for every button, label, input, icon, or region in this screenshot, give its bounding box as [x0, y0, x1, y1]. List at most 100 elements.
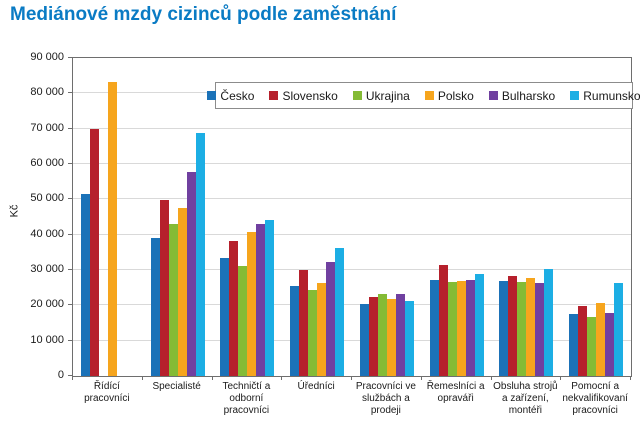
y-tick-label: 30 000 [30, 263, 64, 275]
x-tick-mark [281, 376, 282, 380]
bar [150, 237, 160, 376]
legend-swatch-icon [570, 91, 580, 100]
bar [429, 279, 439, 376]
y-tick-mark [68, 127, 72, 129]
gridline [73, 339, 631, 341]
bar [107, 82, 117, 376]
bar [377, 294, 387, 376]
bar [474, 273, 484, 376]
y-tick-label: 0 [57, 369, 64, 381]
x-tick-mark [560, 376, 561, 380]
bar [438, 264, 448, 376]
bar-group [73, 58, 143, 376]
bar-group [143, 58, 213, 376]
y-tick-label: 50 000 [30, 192, 64, 205]
legend-swatch-icon [207, 91, 217, 100]
x-tick-mark [630, 376, 631, 380]
y-axis-tick-labels: 0 10 000 20 000 30 000 40 000 50 000 60 000 70 … [0, 52, 64, 381]
legend: Česko Slovensko Ukrajina Polsko Bulharsko Rum… [207, 82, 640, 109]
x-category-label: Pomocní a nekvalifikovaní pracovníci [562, 381, 628, 416]
bar [308, 289, 318, 376]
y-tick-mark [68, 269, 72, 270]
x-tick-mark [72, 376, 73, 380]
gridline [73, 198, 631, 200]
x-category-label: Specialisté [152, 381, 201, 392]
bar [544, 268, 554, 376]
bar [256, 224, 266, 376]
bar [456, 280, 466, 376]
gridline [73, 127, 631, 129]
bar [238, 266, 248, 376]
legend-swatch-icon [488, 91, 498, 100]
bar [80, 194, 90, 376]
bar-group [561, 58, 631, 376]
legend-swatch-icon [352, 91, 362, 100]
bar [186, 172, 196, 376]
y-tick-mark [68, 304, 72, 306]
legend-label: Ukrajina [365, 88, 410, 103]
bar-group [282, 58, 352, 376]
x-tick-mark [421, 376, 422, 380]
bar [614, 282, 624, 376]
bar [159, 200, 169, 376]
bar [569, 314, 579, 376]
legend-swatch-icon [424, 91, 434, 100]
y-tick-label: 20 000 [30, 298, 64, 311]
bar [404, 301, 414, 376]
bar [368, 296, 378, 376]
bar [499, 280, 509, 376]
bar [386, 298, 396, 376]
bar-series [73, 58, 631, 376]
legend-label: Polsko [437, 88, 474, 103]
bar [229, 241, 239, 376]
bar [508, 275, 518, 376]
bar [290, 286, 300, 376]
bar [605, 312, 615, 376]
legend-item: Rumunsko [570, 89, 640, 103]
bar [168, 223, 178, 376]
y-tick-label: 80 000 [30, 86, 64, 99]
bar [578, 305, 588, 376]
bar [526, 278, 536, 376]
bar [465, 279, 475, 376]
bar [335, 248, 345, 376]
y-tick-mark [68, 198, 72, 200]
bar [596, 302, 606, 376]
legend-item: Slovensko [269, 89, 338, 103]
legend-item: Bulharsko [488, 89, 555, 103]
y-tick-label: 60 000 [30, 157, 64, 169]
legend-item: Česko [207, 89, 254, 103]
y-tick-mark [68, 375, 72, 376]
y-tick-label: 40 000 [30, 227, 64, 240]
bar [89, 128, 99, 376]
bar [220, 257, 230, 376]
y-tick-label: 90 000 [30, 51, 64, 63]
x-tick-mark [212, 376, 213, 380]
bar [587, 317, 597, 376]
chart-title: Mediánové mzdy cizinců podle zaměstnání [10, 4, 397, 25]
x-category-label: Pracovníci ve službách a prodeji [355, 381, 416, 416]
y-tick-label: 70 000 [30, 121, 64, 134]
bar-group [492, 58, 562, 376]
x-category-label: Řídící pracovníci [84, 381, 130, 404]
legend-label: Rumunsko [583, 88, 640, 103]
bar [265, 219, 275, 376]
bar [517, 281, 527, 376]
y-tick-mark [68, 163, 72, 164]
y-tick-mark [68, 339, 72, 341]
x-tick-mark [142, 376, 143, 380]
bar [195, 132, 205, 376]
bar [447, 281, 457, 376]
x-axis-category-labels: Řídící pracovníci Specialisté Techničtí a … [72, 381, 630, 417]
gridline [73, 233, 631, 235]
bar [247, 231, 257, 376]
bar [326, 261, 336, 376]
x-category-label: Řemeslníci a opraváři [426, 381, 485, 404]
bar [299, 270, 309, 376]
y-tick-mark [68, 57, 72, 58]
gridline [73, 269, 631, 270]
bar [317, 283, 327, 376]
bar-group [213, 58, 283, 376]
y-tick-label: 10 000 [30, 333, 64, 346]
